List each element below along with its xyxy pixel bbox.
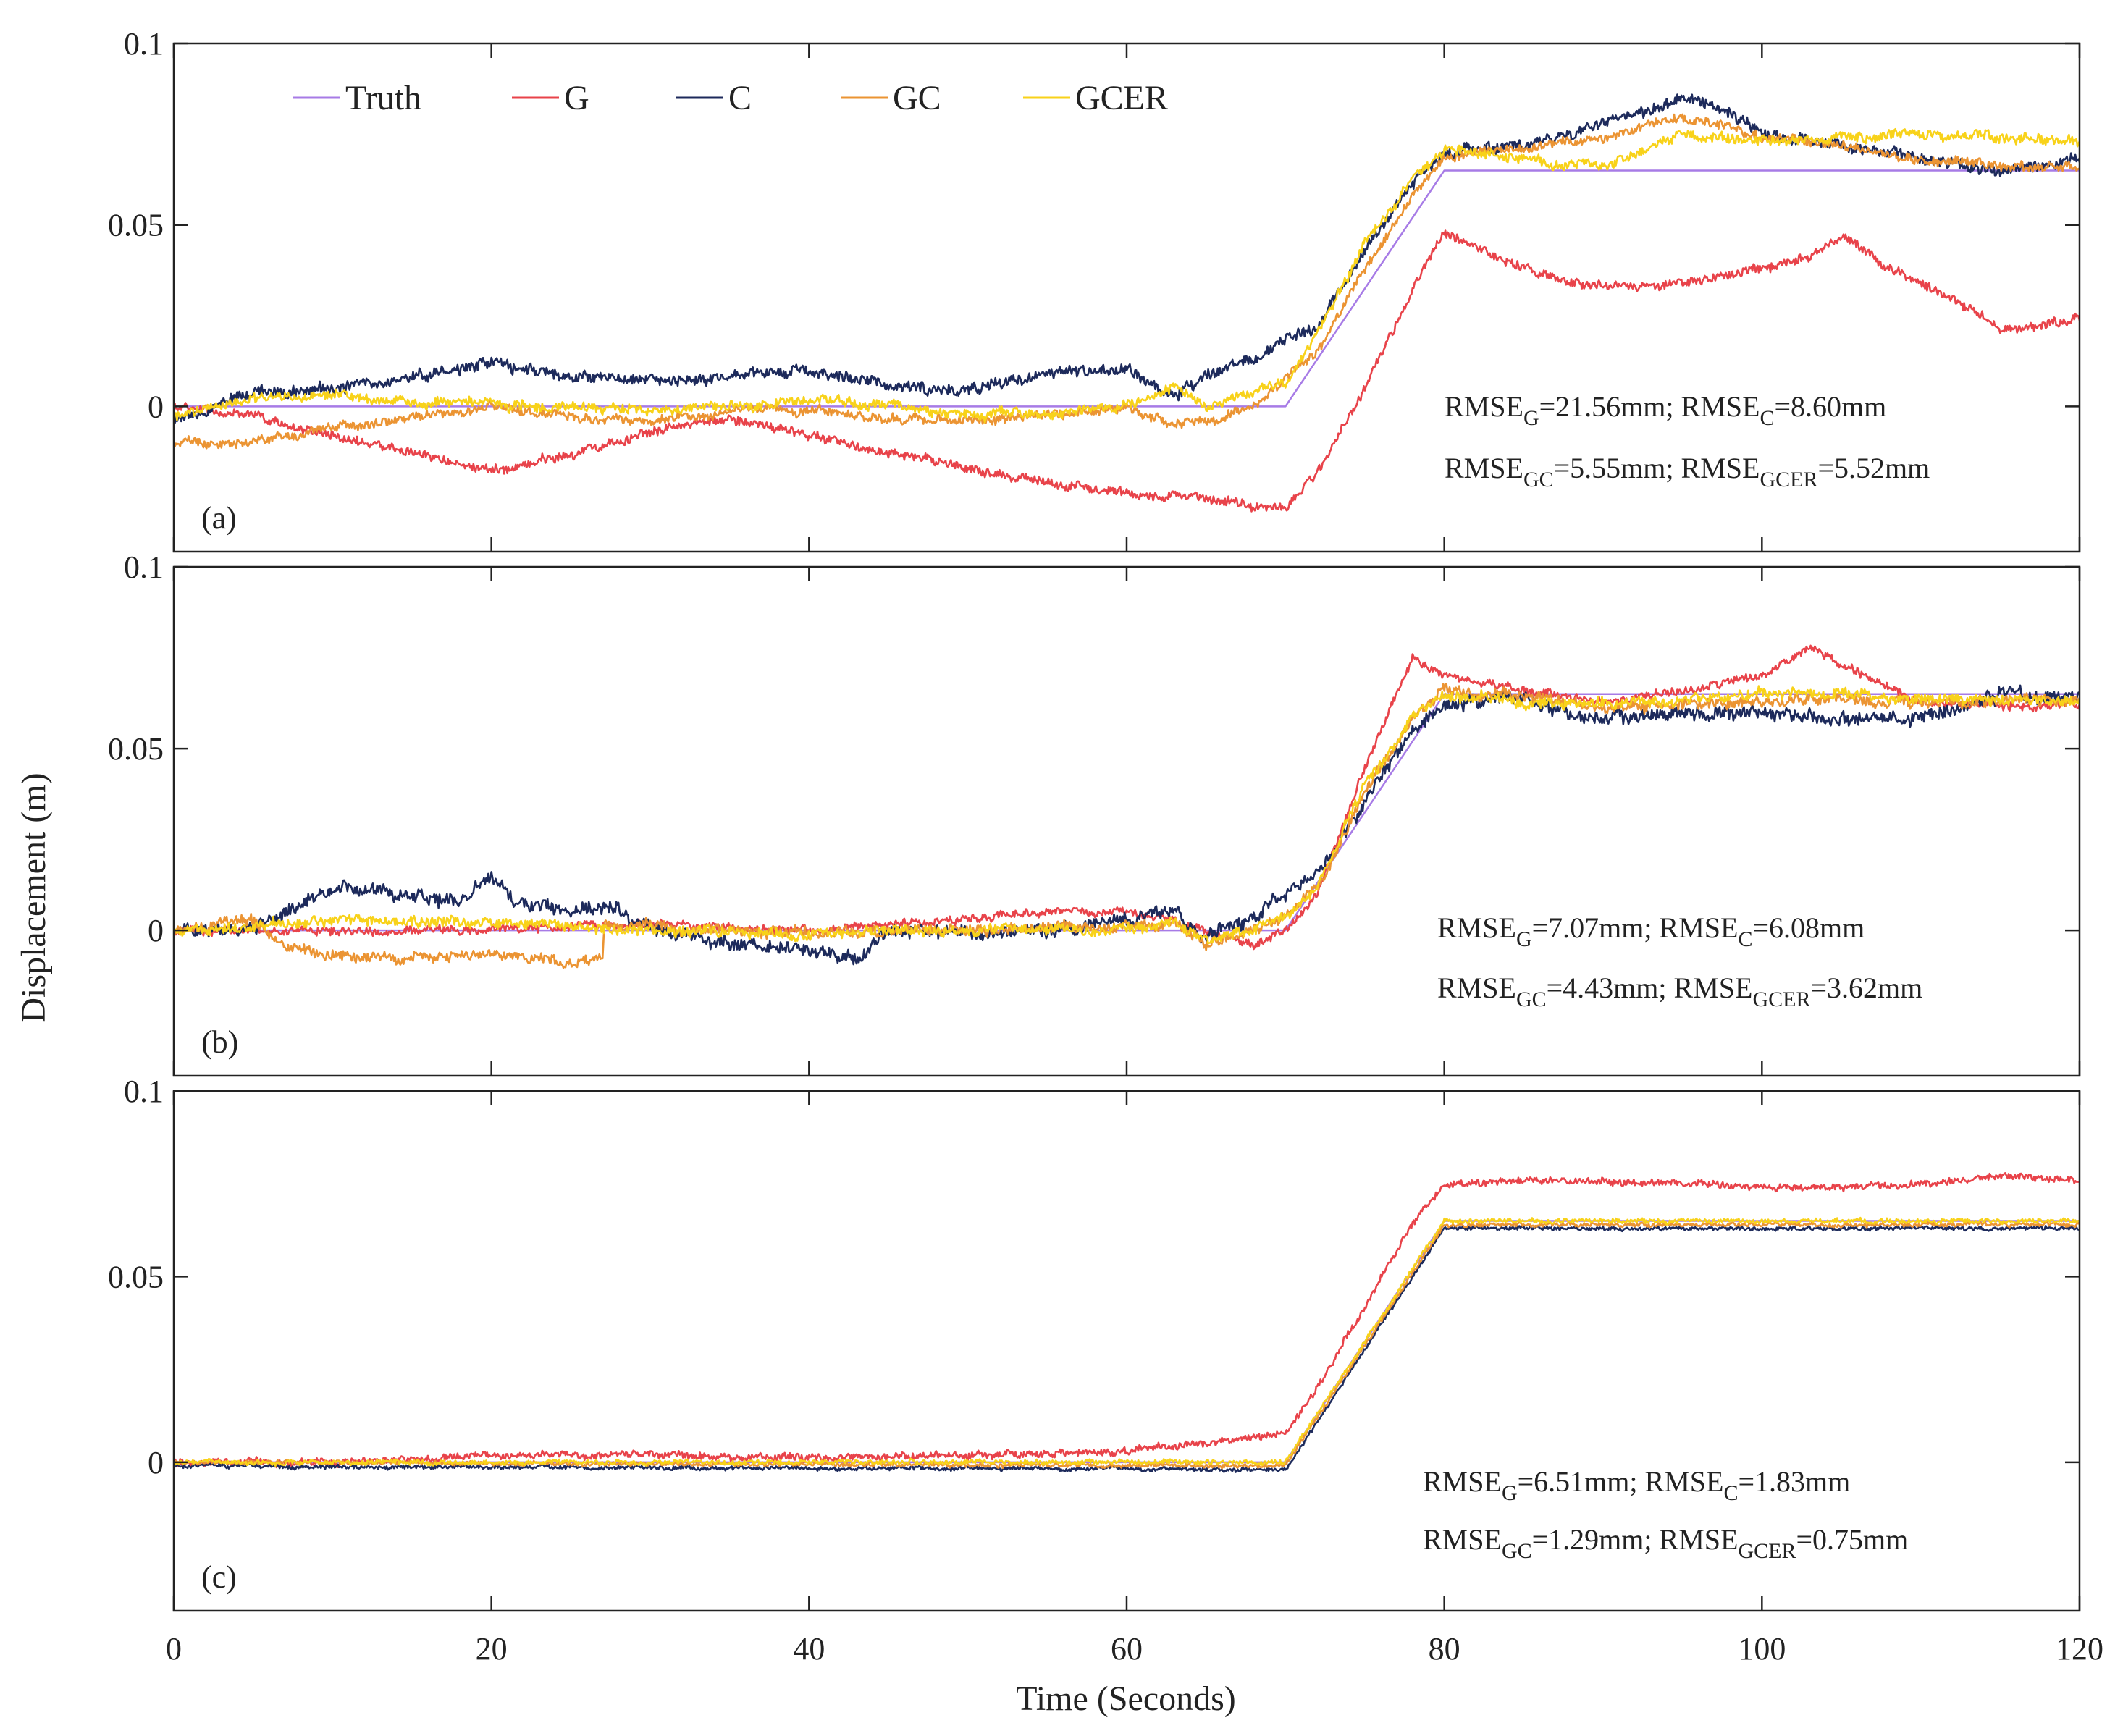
y-axis-title: Displacement (m) — [14, 772, 53, 1022]
series-g-line — [174, 644, 2080, 951]
series-gcer-line — [174, 685, 2080, 945]
series-group — [174, 93, 2080, 513]
y-tick-label: 0 — [148, 389, 164, 424]
rmse-annotation: RMSEG=21.56mm; RMSEC=8.60mm — [1445, 390, 1886, 430]
y-tick-label: 0.1 — [124, 26, 164, 62]
y-tick-label: 0.05 — [108, 208, 164, 243]
x-tick-label: 80 — [1429, 1631, 1460, 1667]
series-gc-line — [174, 683, 2080, 969]
y-tick-label: 0.1 — [124, 549, 164, 585]
rmse-annotation: RMSEG=7.07mm; RMSEC=6.08mm — [1437, 911, 1865, 951]
y-tick-label: 0 — [148, 913, 164, 948]
rmse-annotation: RMSEGC=5.55mm; RMSEGCER=5.52mm — [1445, 452, 1930, 492]
rmse-annotation: RMSEGC=4.43mm; RMSEGCER=3.62mm — [1437, 972, 1922, 1011]
legend-label-gcer: GCER — [1075, 79, 1168, 117]
rmse-annotation: RMSEGC=1.29mm; RMSEGCER=0.75mm — [1423, 1523, 1908, 1563]
panels-layer: 0 0.05 0.1 (a) RMSEG=21.56mm; RMSEC=8.60mm RM… — [108, 26, 2103, 1667]
series-group — [174, 1172, 2080, 1473]
x-axis-title: Time (Seconds) — [1016, 1680, 1236, 1718]
series-gcer-line — [174, 128, 2080, 424]
panel-label: (a) — [201, 500, 237, 536]
x-tick-label: 20 — [476, 1631, 508, 1667]
rmse-annotation: RMSEG=6.51mm; RMSEC=1.83mm — [1423, 1465, 1850, 1505]
legend-label-gc: GC — [893, 79, 941, 117]
panel-label: (b) — [201, 1024, 238, 1060]
panel-label: (c) — [201, 1559, 237, 1595]
y-tick-label: 0.05 — [108, 1259, 164, 1294]
x-tick-label: 120 — [2056, 1631, 2103, 1667]
series-g-line — [174, 1172, 2080, 1469]
panel-a: 0 0.05 0.1 (a) RMSEG=21.56mm; RMSEC=8.60mm RM… — [108, 26, 2081, 553]
x-tick-label: 40 — [793, 1631, 825, 1667]
series-g-line — [174, 229, 2080, 513]
legend: Truth G C GC GCER — [293, 79, 1168, 117]
y-tick-label: 0 — [148, 1445, 164, 1480]
y-tick-label: 0.1 — [124, 1074, 164, 1109]
legend-label-truth: Truth — [345, 79, 421, 117]
series-gcer-line — [174, 1216, 2080, 1467]
legend-label-g: G — [564, 79, 589, 117]
legend-label-c: C — [728, 79, 752, 117]
x-tick-label: 0 — [166, 1631, 182, 1667]
panel-b: 0 0.05 0.1 (b) RMSEG=7.07mm; RMSEC=6.08mm RMS… — [108, 549, 2081, 1077]
series-group — [174, 644, 2080, 969]
x-tick-label: 100 — [1738, 1631, 1786, 1667]
panel-c: 0 20 40 60 80 100 120 0 0.05 0.1 (c) RMSEG=6.51mm; … — [108, 1074, 2103, 1667]
x-tick-label: 60 — [1111, 1631, 1143, 1667]
y-tick-label: 0.05 — [108, 731, 164, 767]
